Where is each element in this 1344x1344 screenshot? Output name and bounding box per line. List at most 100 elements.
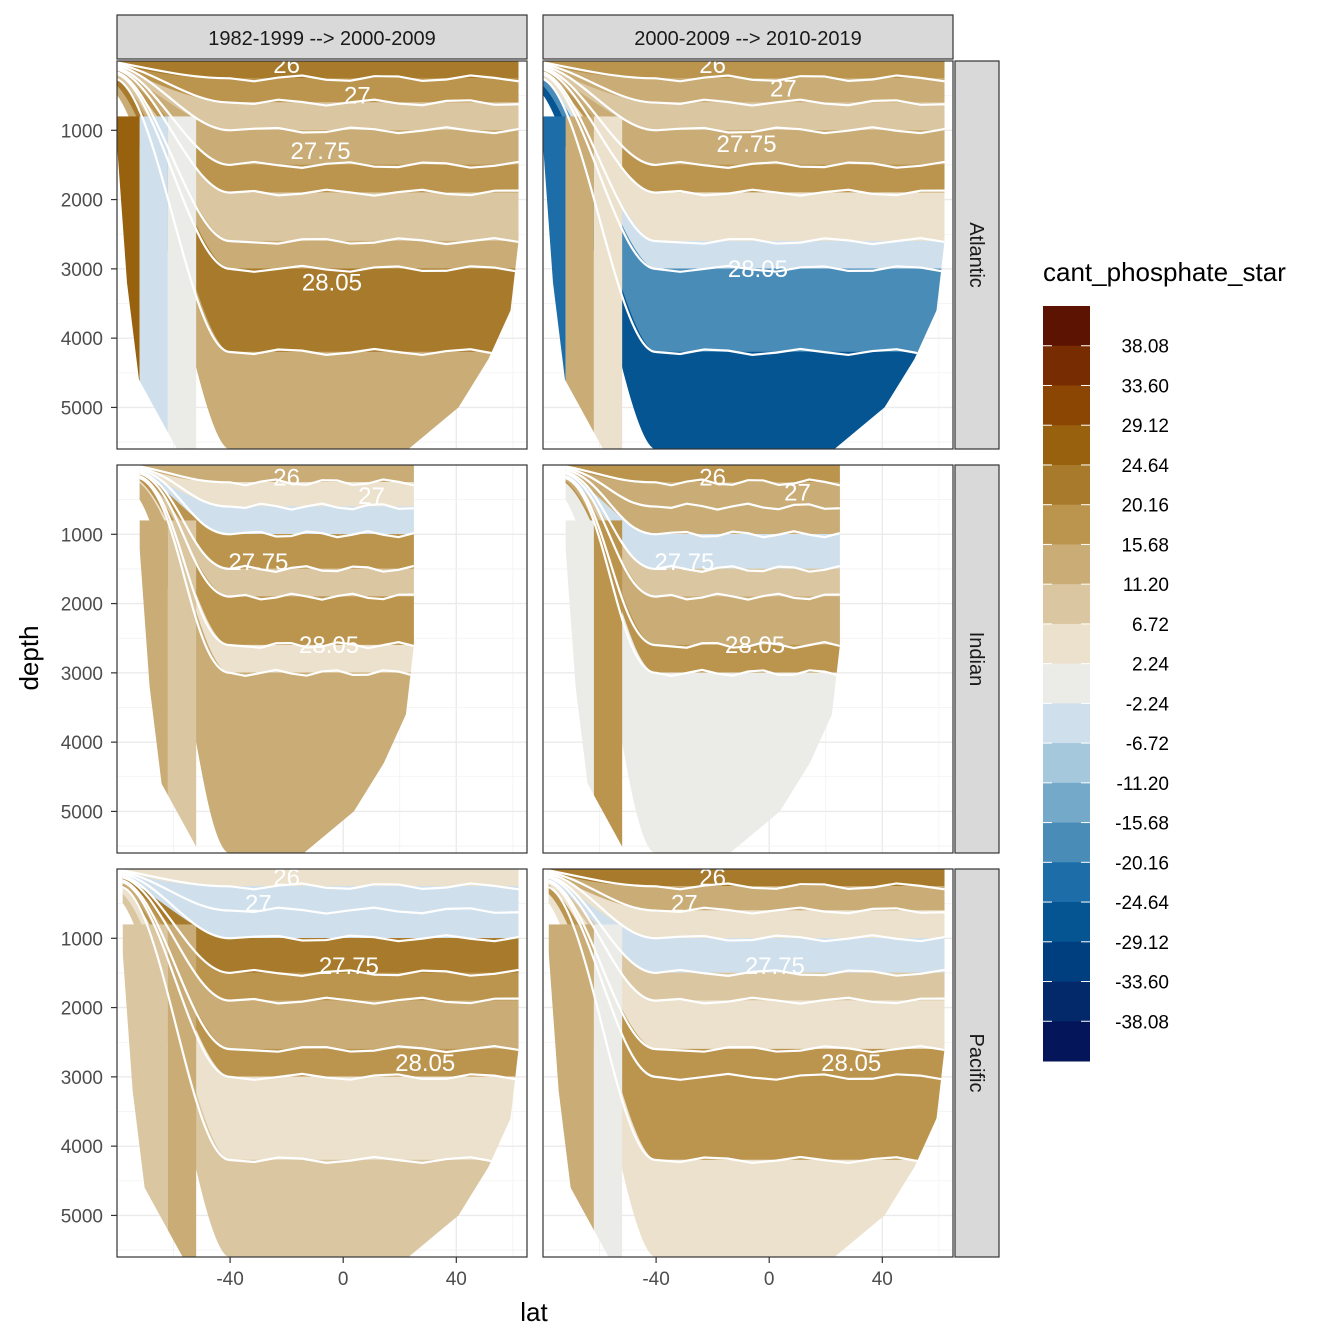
contour-label: 28.05 (299, 632, 359, 659)
strip-label: 1982-1999 --> 2000-2009 (208, 28, 435, 50)
legend-swatch (1043, 663, 1090, 704)
isopycnal-line (565, 476, 840, 677)
isopycnal-line (122, 869, 519, 891)
y-tick-label: 1000 (61, 929, 103, 950)
contour-label: 27 (245, 891, 272, 918)
legend-swatch (1043, 345, 1090, 386)
isopycnal-line (565, 465, 840, 487)
isopycnal-line (565, 474, 840, 650)
y-tick-label: 3000 (61, 664, 103, 685)
isopycnal-line (543, 77, 945, 357)
isopycnal-line (565, 471, 840, 601)
strip-row-pacific: Pacific (954, 868, 1000, 1258)
isopycnal-line (122, 875, 519, 1005)
panel-border (542, 464, 954, 854)
y-tick-label: 2000 (61, 191, 103, 212)
contour-label: 28.05 (395, 1050, 455, 1077)
legend-label: 38.08 (1121, 337, 1169, 358)
contour-label: 27.75 (745, 953, 805, 980)
panel-border (542, 60, 954, 450)
contour-label: 28.05 (728, 256, 788, 283)
legend-label: -33.60 (1115, 973, 1169, 994)
panel-indian-2: 26 27 27.75 28.05 (542, 464, 954, 854)
isopycnal-line (543, 67, 945, 197)
contour-label: 26 (699, 464, 726, 491)
isopycnal-line (117, 70, 519, 246)
contour-label: 26 (273, 464, 300, 491)
panel-border (542, 868, 954, 1258)
legend-swatch (1043, 306, 1090, 347)
legend-label: -2.24 (1126, 694, 1170, 715)
contour-label: 27.75 (319, 953, 379, 980)
panel-border (116, 464, 528, 854)
legend-swatch (1043, 623, 1090, 665)
isopycnal-line (548, 869, 945, 891)
contour-label: 27.75 (717, 131, 777, 158)
y-tick-label: 5000 (61, 398, 103, 419)
isopycnal-line (139, 474, 414, 650)
isopycnal-line (122, 885, 519, 1165)
legend-swatch (1043, 544, 1090, 585)
legend-swatch (1043, 425, 1090, 466)
isopycnal-line (543, 66, 945, 169)
isopycnal-line (117, 72, 519, 273)
legend-swatch (1043, 464, 1090, 506)
heatmap-cell (593, 520, 623, 853)
legend-label: 20.16 (1121, 496, 1169, 517)
isopycnal-line (543, 72, 945, 273)
x-tick-label: -40 (216, 1269, 243, 1290)
x-tick-label: 0 (338, 1269, 349, 1290)
isopycnal-line (139, 476, 414, 677)
legend-label: -11.20 (1117, 774, 1169, 795)
legend-swatch (1043, 743, 1090, 784)
legend-swatch (1043, 1021, 1090, 1062)
legend-label: -20.16 (1115, 853, 1169, 874)
isopycnal-line (122, 874, 519, 977)
legend-swatch (1043, 584, 1090, 625)
legend-label: -15.68 (1115, 814, 1169, 835)
isopycnal-line (117, 64, 519, 135)
facet-strips: 1982-1999 --> 2000-2009 2000-2009 --> 201… (116, 14, 1000, 1258)
isopycnal-line (548, 885, 945, 1165)
isopycnal-line (117, 61, 519, 83)
isopycnal-line (117, 62, 519, 107)
contour-label: 27.75 (654, 549, 714, 576)
y-tick-label: 4000 (61, 733, 103, 754)
legend-swatch (1043, 941, 1090, 983)
legend-swatch (1043, 385, 1090, 426)
strip-background (954, 60, 1000, 450)
strip-background (542, 14, 954, 60)
y-tick-label: 3000 (61, 1068, 103, 1089)
y-tick-label: 1000 (61, 121, 103, 142)
isopycnal-line (548, 878, 945, 1054)
legend-swatch (1043, 981, 1090, 1022)
panel-border (116, 868, 528, 1258)
heatmap-fill (548, 869, 945, 1257)
isopycnal-line (548, 875, 945, 1005)
legend-label: 29.12 (1121, 416, 1169, 437)
strip-column-1: 1982-1999 --> 2000-2009 (116, 14, 528, 60)
contour-label: 26 (273, 864, 300, 891)
strip-label: Atlantic (965, 222, 987, 288)
legend-label: 11.20 (1123, 575, 1169, 596)
strip-label: Pacific (965, 1034, 987, 1093)
legend-label: -6.72 (1126, 734, 1169, 755)
y-tick-label: 5000 (61, 1206, 103, 1227)
legend-swatch (1043, 862, 1090, 903)
x-tick-label: 0 (764, 1269, 775, 1290)
legend: cant_phosphate_star 38.08 33.60 29.12 24.64… (1043, 257, 1286, 1062)
contour-label: 27.75 (228, 549, 288, 576)
legend-label: 6.72 (1132, 615, 1169, 636)
strip-label: 2000-2009 --> 2010-2019 (634, 28, 861, 50)
strip-row-indian: Indian (954, 464, 1000, 854)
strip-background (116, 14, 528, 60)
heatmap-fill (543, 61, 945, 449)
isopycnal-line (139, 466, 414, 511)
panel-indian-1: 26 27 27.75 28.05 (116, 464, 528, 854)
contour-label: 26 (699, 864, 726, 891)
isopycnal-line (117, 66, 519, 169)
